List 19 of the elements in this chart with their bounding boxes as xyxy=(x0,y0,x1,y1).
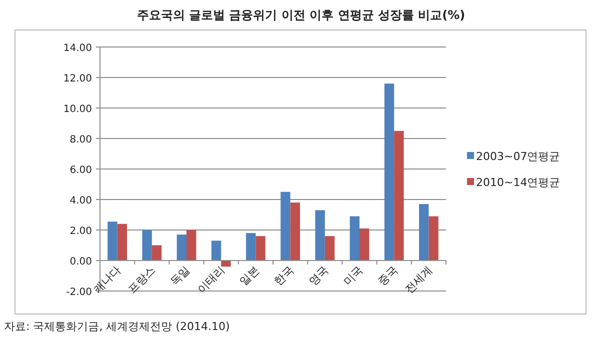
y-tick-label: 8.00 xyxy=(70,134,92,146)
legend-label: 2003~07연평균 xyxy=(476,150,560,163)
x-tick-label: 독일 xyxy=(168,263,193,288)
legend-label: 2010~14연평균 xyxy=(476,176,560,189)
title: 주요국의 글로벌 금융위기 이전 이후 연평균 성장률 비교(%) xyxy=(136,8,466,22)
x-tick-label: 영국 xyxy=(306,263,332,288)
y-tick-label: 12.00 xyxy=(63,74,92,84)
y-tick-label: 10.00 xyxy=(63,104,92,115)
y-tick-label: 0.00 xyxy=(70,256,92,268)
y-tick-label: -2.00 xyxy=(66,287,92,298)
y-tick-label: 14.00 xyxy=(63,43,92,54)
y-tick-label: 2.00 xyxy=(70,226,92,237)
y-tick-label: 6.00 xyxy=(70,165,92,176)
annotation: 자료: 국제통화기금, 세계경제전망 (2014.10) xyxy=(4,320,230,333)
x-tick-label: 중국 xyxy=(375,263,400,288)
x-tick-label: 미국 xyxy=(340,263,366,288)
x-tick-label: 한국 xyxy=(272,263,296,288)
y-tick-label: 4.00 xyxy=(70,196,92,206)
x-tick-label: 일본 xyxy=(237,263,262,288)
